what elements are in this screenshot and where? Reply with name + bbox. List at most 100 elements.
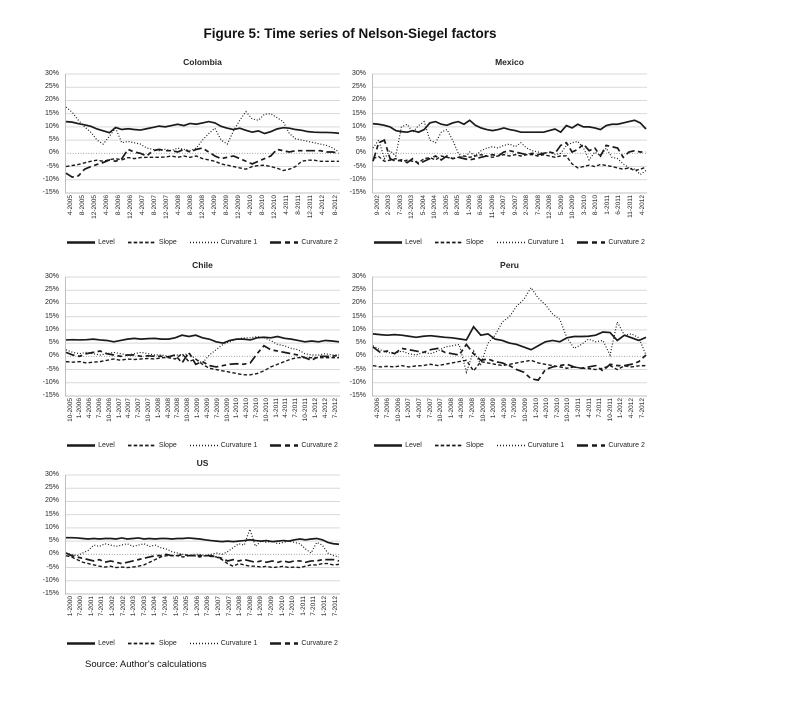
legend-swatch-longdash-icon: [577, 241, 606, 244]
y-tick-label: 20%: [44, 96, 59, 104]
x-tick-label: 1-2000: [66, 596, 74, 617]
chart-panel-us: US 30% 25% 20% 15% 10% 5% 0% -5% -10% -15% 1-2000…: [40, 456, 352, 656]
x-tick-label: 1-2007: [115, 398, 123, 419]
chart-panel-mexico: Mexico 30% 25% 20% 15% 10% 5% 0% -5% -10% -15% 9-…: [347, 55, 659, 255]
legend-label: Curvature 2: [608, 442, 645, 449]
x-tick-label: 7-2010: [252, 398, 260, 419]
legend-label: Curvature 2: [608, 239, 645, 246]
x-tick-label: 10-2008: [184, 398, 192, 422]
x-tick-label: 4-2008: [174, 195, 182, 216]
x-tick-label: 1-2010: [233, 398, 241, 419]
y-tick-label: 15%: [351, 312, 366, 320]
x-tick-label: 8-2005: [78, 195, 86, 216]
series-line-curvature-2: [65, 552, 340, 565]
x-tick-label: 7-2011: [292, 398, 300, 418]
y-axis-labels: 30% 25% 20% 15% 10% 5% 0% -5% -10% -15%: [40, 70, 62, 196]
x-tick-label: 1-2001: [87, 596, 95, 617]
x-tick-label: 4-2008: [164, 398, 172, 419]
legend-label: Curvature 2: [301, 640, 338, 647]
x-tick-label: 1-2009: [490, 398, 498, 419]
chart-panel-peru: Peru 30% 25% 20% 15% 10% 5% 0% -5% -10% -15% 4-20…: [347, 258, 659, 458]
y-tick-label: -10%: [42, 378, 59, 386]
y-tick-label: 25%: [44, 286, 59, 294]
y-tick-label: 30%: [44, 273, 59, 280]
legend-swatch-dotted-icon: [496, 444, 525, 447]
y-tick-label: 0%: [48, 149, 59, 157]
x-tick-label: 4-2012: [321, 398, 329, 419]
x-tick-label: 1-2011: [574, 398, 582, 418]
x-tick-label: 4-2010: [243, 398, 251, 419]
x-tick-label: 7-2009: [267, 596, 275, 617]
y-tick-label: 30%: [351, 273, 366, 280]
legend-item-slope: Slope: [434, 442, 484, 449]
y-axis-labels: 30% 25% 20% 15% 10% 5% 0% -5% -10% -15%: [347, 70, 369, 196]
legend-swatch-longdash-icon: [577, 444, 606, 447]
y-tick-label: 5%: [48, 136, 59, 144]
y-tick-label: 10%: [44, 325, 59, 333]
x-tick-label: 12-2006: [126, 195, 134, 219]
x-tick-label: 7-2006: [384, 398, 392, 419]
y-tick-label: 0%: [48, 352, 59, 360]
x-tick-label: 4-2006: [102, 195, 110, 216]
x-tick-label: 8-2006: [114, 195, 122, 216]
legend-item-curvature-2: Curvature 2: [270, 640, 338, 647]
x-tick-label: 4-2007: [500, 195, 508, 216]
y-tick-label: 10%: [44, 122, 59, 130]
legend-item-curvature-2: Curvature 2: [270, 239, 338, 246]
legend-label: Level: [98, 239, 115, 246]
chart-title-us: US: [196, 458, 209, 468]
x-tick-label: 1-2009: [194, 398, 202, 419]
x-tick-label: 1-2012: [311, 398, 319, 419]
x-tick-label: 10-2009: [521, 398, 529, 422]
legend-swatch-dashed-icon: [127, 642, 156, 645]
chart-legend: Level Slope Curvature 1 Curvature 2: [55, 442, 350, 449]
legend-label: Slope: [465, 442, 484, 449]
source-note: Source: Author's calculations: [85, 659, 207, 670]
y-tick-label: 5%: [355, 136, 366, 144]
legend-label: Slope: [158, 640, 177, 647]
y-tick-label: -15%: [349, 189, 366, 196]
legend-swatch-dotted-icon: [189, 444, 218, 447]
x-tick-label: 12-2007: [162, 195, 170, 219]
x-tick-label: 7-2011: [596, 398, 604, 418]
x-tick-label: 10-2005: [66, 398, 74, 422]
x-tick-label: 7-2005: [183, 596, 191, 617]
y-tick-label: 15%: [351, 109, 366, 117]
y-tick-label: 25%: [351, 83, 366, 91]
x-tick-label: 8-2007: [150, 195, 158, 216]
series-line-curvature-2: [372, 138, 646, 165]
x-tick-label: 10-2008: [479, 398, 487, 422]
legend-item-level: Level: [374, 239, 422, 246]
legend-label: Slope: [158, 239, 177, 246]
y-tick-label: 20%: [44, 299, 59, 307]
chart-legend: Level Slope Curvature 1 Curvature 2: [55, 239, 350, 246]
legend-label: Curvature 1: [220, 640, 258, 647]
y-tick-label: 0%: [355, 149, 366, 157]
x-tick-label: 12-2008: [546, 195, 554, 219]
x-tick-label: 7-2003: [396, 195, 404, 216]
legend-label: Curvature 1: [220, 442, 258, 449]
x-axis-labels: 4-2005 8-2005 12-2005 4-2006 8-2006 12-2006 4-…: [65, 195, 340, 237]
x-tick-label: 5-2009: [557, 195, 565, 216]
x-tick-label: 12-2010: [271, 195, 279, 219]
series-line-level: [372, 325, 647, 351]
x-tick-label: 10-2007: [437, 398, 445, 422]
x-tick-label: 8-2011: [295, 195, 303, 215]
legend-label: Curvature 1: [527, 239, 565, 246]
x-tick-label: 7-2012: [638, 398, 646, 419]
x-tick-label: 7-2010: [289, 596, 297, 617]
x-tick-label: 4-2009: [500, 398, 508, 419]
legend-swatch-solid-icon: [374, 241, 403, 244]
x-tick-label: 4-2012: [319, 195, 327, 216]
y-tick-label: 5%: [355, 339, 366, 347]
x-tick-label: 1-2006: [193, 596, 201, 617]
legend-item-slope: Slope: [127, 640, 177, 647]
x-tick-label: 1-2010: [532, 398, 540, 419]
x-tick-label: 1-2005: [172, 596, 180, 617]
x-tick-label: 7-2007: [135, 398, 143, 419]
y-tick-label: -10%: [42, 576, 59, 584]
chart-legend: Level Slope Curvature 1 Curvature 2: [55, 640, 350, 647]
x-tick-label: 1-2011: [272, 398, 280, 418]
y-tick-label: 15%: [44, 312, 59, 320]
